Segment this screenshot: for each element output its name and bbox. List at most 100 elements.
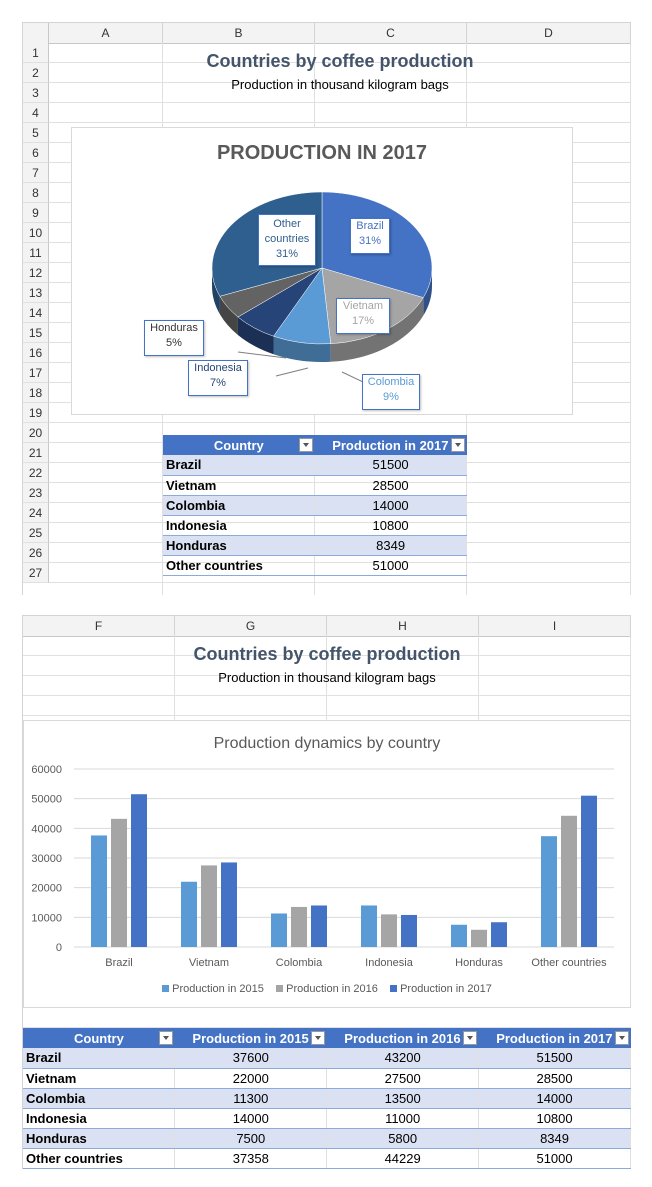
country-cell[interactable]: Brazil [23, 1048, 176, 1069]
country-cell[interactable]: Other countries [163, 555, 316, 576]
production-cell[interactable]: 5800 [326, 1128, 480, 1149]
production-cell[interactable]: 28500 [314, 475, 467, 496]
row-header[interactable]: 21 [23, 443, 49, 463]
production-cell[interactable]: 8349 [478, 1128, 631, 1149]
table-row[interactable]: Brazil 51500 [163, 455, 467, 476]
row-header[interactable]: 5 [23, 123, 49, 143]
filter-dropdown-icon[interactable] [158, 1031, 173, 1045]
country-cell[interactable]: Honduras [23, 1128, 176, 1149]
bar-brazil-2016[interactable] [111, 818, 127, 947]
bar-indonesia-2017[interactable] [401, 914, 417, 947]
country-cell[interactable]: Vietnam [163, 475, 316, 496]
production-cell[interactable]: 10800 [314, 515, 467, 536]
row-header[interactable]: 10 [23, 223, 49, 243]
country-cell[interactable]: Brazil [163, 455, 316, 476]
production-cell[interactable]: 37600 [174, 1048, 328, 1069]
header-production-2017[interactable]: Production in 2017 [314, 435, 467, 455]
bar-vietnam-2015[interactable] [181, 881, 197, 947]
filter-dropdown-icon[interactable] [614, 1031, 629, 1045]
column-header[interactable]: H [327, 616, 479, 636]
production-cell[interactable]: 22000 [174, 1068, 328, 1089]
pie-chart[interactable]: PRODUCTION IN 2017 Other countries 31% B… [71, 127, 573, 415]
production-cell[interactable]: 51500 [478, 1048, 631, 1069]
bar-colombia-2015[interactable] [271, 913, 287, 947]
country-cell[interactable]: Other countries [23, 1148, 176, 1169]
table-row[interactable]: Colombia 14000 [163, 495, 467, 516]
table-row[interactable]: Honduras 8349 [163, 535, 467, 556]
production-cell[interactable]: 43200 [326, 1048, 480, 1069]
table-row[interactable]: Other countries 37358 44229 51000 [23, 1148, 631, 1169]
row-header[interactable]: 4 [23, 103, 49, 123]
column-header[interactable]: A [49, 23, 163, 43]
production-cell[interactable]: 14000 [478, 1088, 631, 1109]
column-header[interactable]: F [23, 616, 175, 636]
header-country[interactable]: Country [163, 435, 315, 455]
country-cell[interactable]: Vietnam [23, 1068, 176, 1089]
header-production-2015[interactable]: Production in 2015 [174, 1028, 327, 1048]
row-header[interactable]: 13 [23, 283, 49, 303]
column-header[interactable]: I [479, 616, 631, 636]
bar-brazil-2017[interactable] [131, 794, 147, 947]
row-header[interactable]: 14 [23, 303, 49, 323]
row-header[interactable]: 25 [23, 523, 49, 543]
row-header[interactable]: 3 [23, 83, 49, 103]
row-header[interactable]: 6 [23, 143, 49, 163]
row-header[interactable]: 26 [23, 543, 49, 563]
production-cell[interactable]: 10800 [478, 1108, 631, 1129]
table-row[interactable]: Other countries 51000 [163, 555, 467, 576]
country-cell[interactable]: Colombia [163, 495, 316, 516]
column-header[interactable]: C [315, 23, 467, 43]
column-header[interactable]: G [175, 616, 327, 636]
production-cell[interactable]: 14000 [174, 1108, 328, 1129]
row-header[interactable]: 22 [23, 463, 49, 483]
bar-brazil-2015[interactable] [91, 835, 107, 947]
filter-dropdown-icon[interactable] [298, 438, 313, 452]
row-header[interactable]: 8 [23, 183, 49, 203]
production-cell[interactable]: 51000 [478, 1148, 631, 1169]
production-cell[interactable]: 27500 [326, 1068, 480, 1089]
row-header[interactable]: 11 [23, 243, 49, 263]
bar-other-countries-2015[interactable] [541, 836, 557, 947]
bar-indonesia-2015[interactable] [361, 905, 377, 947]
bar-chart[interactable]: Production dynamics by country 0 10000 200… [23, 720, 631, 1008]
production-cell[interactable]: 8349 [314, 535, 467, 556]
row-header[interactable]: 17 [23, 363, 49, 383]
bar-colombia-2017[interactable] [311, 905, 327, 947]
filter-dropdown-icon[interactable] [462, 1031, 477, 1045]
row-header[interactable]: 20 [23, 423, 49, 443]
row-header[interactable]: 9 [23, 203, 49, 223]
filter-dropdown-icon[interactable] [310, 1031, 325, 1045]
table-row[interactable]: Indonesia 10800 [163, 515, 467, 536]
production-cell[interactable]: 44229 [326, 1148, 480, 1169]
bar-honduras-2017[interactable] [491, 922, 507, 947]
row-header[interactable]: 24 [23, 503, 49, 523]
bar-other-countries-2016[interactable] [561, 815, 577, 947]
production-cell[interactable]: 7500 [174, 1128, 328, 1149]
row-header[interactable]: 27 [23, 563, 49, 583]
table-row[interactable]: Vietnam 28500 [163, 475, 467, 496]
production-cell[interactable]: 11300 [174, 1088, 328, 1109]
header-country[interactable]: Country [23, 1028, 175, 1048]
bar-other-countries-2017[interactable] [581, 795, 597, 947]
country-cell[interactable]: Indonesia [23, 1108, 176, 1129]
row-header[interactable]: 16 [23, 343, 49, 363]
row-header[interactable]: 12 [23, 263, 49, 283]
row-header[interactable]: 18 [23, 383, 49, 403]
bar-vietnam-2017[interactable] [221, 862, 237, 947]
production-cell[interactable]: 51000 [314, 555, 467, 576]
production-cell[interactable]: 51500 [314, 455, 467, 476]
bar-honduras-2015[interactable] [451, 924, 467, 947]
country-cell[interactable]: Indonesia [163, 515, 316, 536]
bar-indonesia-2016[interactable] [381, 914, 397, 947]
row-header[interactable]: 1 [23, 43, 49, 63]
production-cell[interactable]: 28500 [478, 1068, 631, 1089]
row-header[interactable]: 23 [23, 483, 49, 503]
table-row[interactable]: Colombia 11300 13500 14000 [23, 1088, 631, 1109]
table-row[interactable]: Vietnam 22000 27500 28500 [23, 1068, 631, 1089]
bar-vietnam-2016[interactable] [201, 865, 217, 947]
country-cell[interactable]: Honduras [163, 535, 316, 556]
row-header[interactable]: 15 [23, 323, 49, 343]
header-production-2016[interactable]: Production in 2016 [326, 1028, 479, 1048]
bar-colombia-2016[interactable] [291, 906, 307, 947]
row-header[interactable]: 2 [23, 63, 49, 83]
